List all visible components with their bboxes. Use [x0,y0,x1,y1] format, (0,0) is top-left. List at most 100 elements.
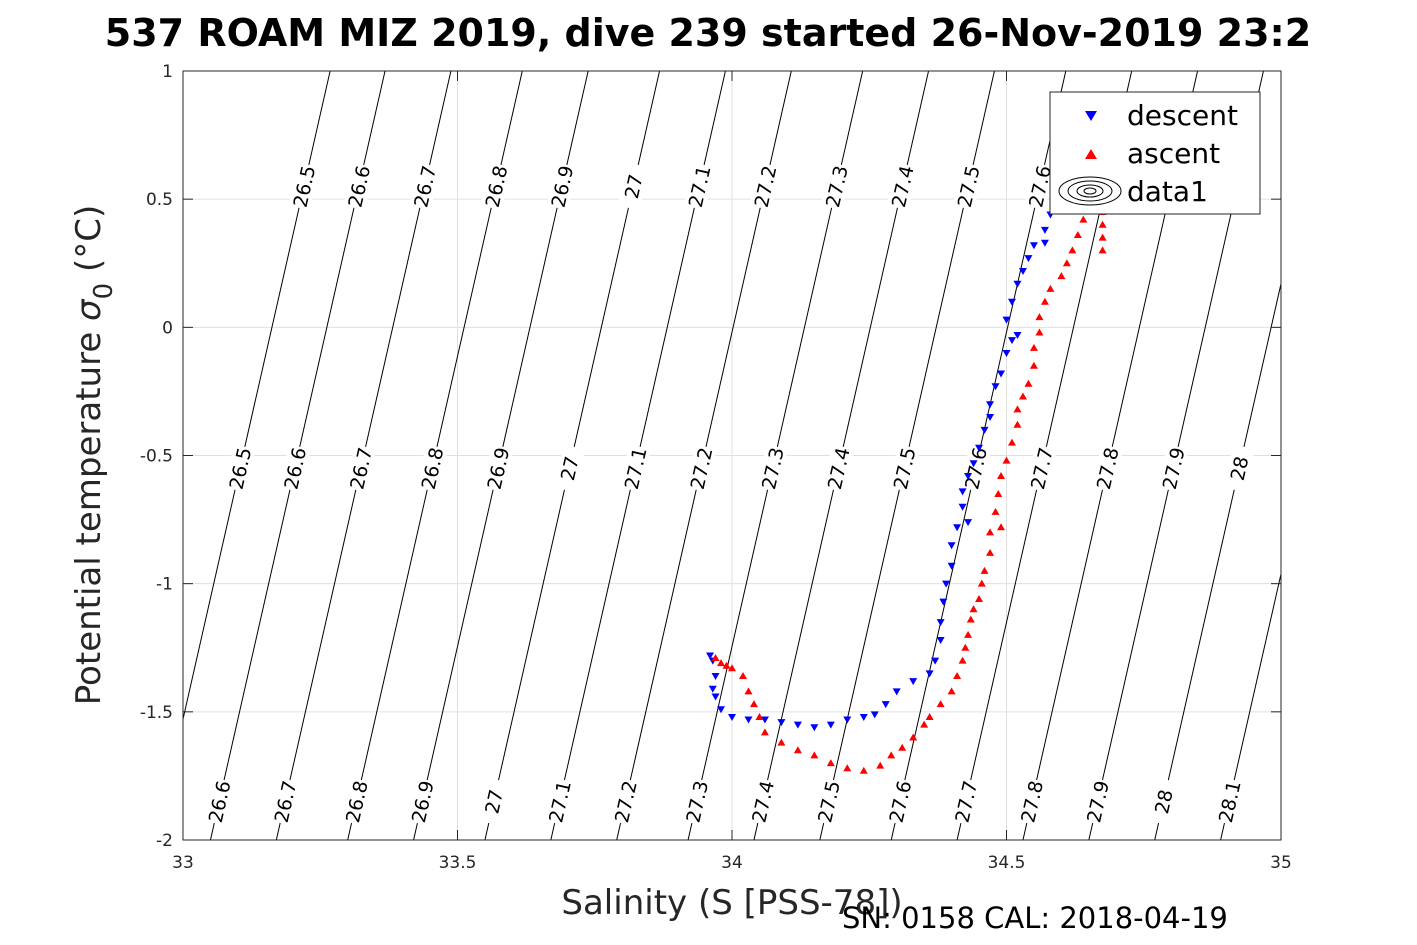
density-contour-label: 28 [1147,777,1180,826]
density-contour-label-background [1223,444,1255,493]
legend-box [1049,91,1261,215]
descent-marker [1007,337,1016,345]
legend-data1-label: data1 [1127,175,1208,208]
density-contour-label-background [1147,777,1180,826]
density-contour-label-background [683,162,715,211]
ascent-marker [964,630,973,638]
ascent-marker [898,743,907,751]
ascent-marker [843,764,852,772]
descent-marker [980,426,989,434]
ascent-marker [722,661,731,669]
ascent-marker [728,664,736,672]
descent-marker [881,701,890,709]
descent-marker [1013,280,1022,288]
descent-marker [744,716,753,724]
descent-marker [760,716,769,724]
y-axis-label-sigma: σ [69,298,109,321]
ascent-marker [1079,215,1088,223]
ascent-marker [953,671,962,679]
density-contour-label-text: 27 [621,172,648,200]
ascent-marker [1013,420,1022,428]
density-contour-label-background [619,444,651,493]
ascent-marker [1098,220,1107,228]
density-contour-label-background [886,162,918,211]
density-contour-label-background [478,777,510,826]
descent-marker [728,713,736,721]
ascent-marker [1068,246,1077,254]
x-tick-label: 33 [172,853,194,873]
descent-marker [969,460,978,468]
ascent-marker [1018,392,1027,400]
descent-marker [936,619,945,627]
ascent-marker [793,746,802,754]
density-contour-label-background [959,444,992,493]
density-contour-label-background [1024,162,1056,211]
y-tick-label: 0.5 [146,190,173,210]
descent-marker [925,670,934,678]
ascent-marker [1035,313,1044,321]
density-contour-label-background [279,444,311,493]
ascent-marker [1013,405,1022,413]
density-contour-label: 27.4 [886,162,919,211]
density-contour-line [1220,571,1281,840]
density-contour-label-background [340,777,373,826]
density-contour-label-background [1081,777,1114,826]
x-tick-label: 33.5 [439,853,477,873]
ascent-marker [876,761,885,769]
ascent-marker [986,528,995,536]
ascent-marker [744,687,753,695]
density-contour-label-background [416,444,448,493]
ascent-marker [1057,272,1066,280]
y-axis-label-unit: (°C) [69,205,109,283]
ascent-marker [966,615,975,623]
ascent-marker [936,700,945,708]
descent-marker [991,383,1000,391]
data-series [706,173,1107,774]
density-contour-label-background [553,444,585,493]
density-contour-label-background [747,777,779,826]
density-contour-label: 28 [1223,444,1255,493]
ascent-marker [947,687,956,695]
ascent-marker [1073,231,1082,239]
density-contour-label-text: 28 [1151,788,1178,816]
ascent-marker [711,654,720,662]
ascent-marker [1062,259,1071,267]
legend-ascent-marker [1085,149,1097,159]
ascent-marker [1098,233,1107,241]
ascent-marker [980,566,989,574]
density-contour-label-background [482,444,514,493]
ascent-marker [977,579,986,587]
descent-marker [777,719,786,727]
legend: descent ascent data1 [1049,91,1261,215]
ascent-marker [859,766,868,774]
ascent-marker [997,523,1006,531]
descent-marker [931,657,940,665]
ascent-marker [749,700,758,708]
ascent-marker [1029,361,1038,369]
descent-marker [711,693,720,701]
y-tick-label: -1.5 [140,703,173,723]
descent-marker [964,519,973,527]
density-contour-label-background [822,444,854,493]
descent-marker [1024,255,1033,263]
descent-marker [870,711,879,719]
descent-marker [717,706,726,714]
ascent-marker [826,759,835,767]
descent-marker [706,652,715,660]
descent-marker [1029,242,1038,250]
density-contour-label-background [617,162,649,211]
density-contour-label-background [546,162,578,211]
ascent-marker [717,659,726,667]
ascent-marker [997,472,1006,480]
density-contour-label-background [681,777,713,826]
y-tick-label: 1 [162,62,173,82]
descent-marker [892,688,901,696]
x-tick-label: 34 [721,853,743,873]
legend-descent-label: descent [1127,99,1238,132]
descent-marker [826,721,835,729]
descent-marker [958,488,967,496]
ascent-marker [1040,297,1049,305]
descent-marker [939,598,948,606]
y-axis-label: Potential temperature σ0 (°C) [69,205,119,705]
